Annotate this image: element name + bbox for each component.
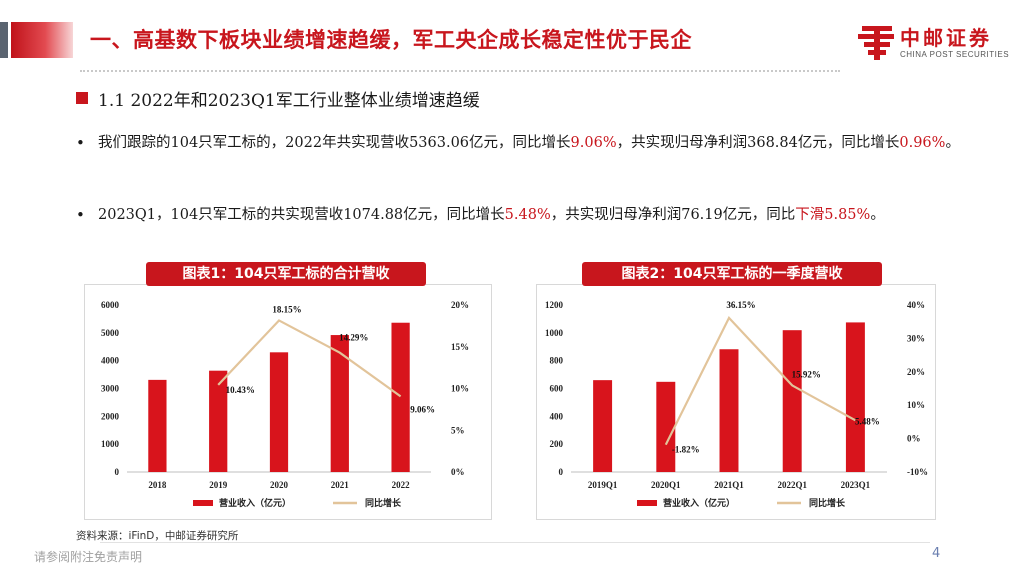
legend-label-growth: 同比增长 — [809, 497, 846, 508]
y2-tick-label: 10% — [451, 384, 469, 394]
data-label: 9.06% — [410, 404, 435, 414]
chart-2-title: 图表2：104只军工标的一季度营收 — [582, 262, 882, 286]
x-tick-label: 2018 — [148, 480, 167, 490]
y-tick-label: 6000 — [101, 300, 120, 310]
bullet-1-highlight-b: 0.96% — [899, 135, 946, 151]
chart-1-title: 图表1：104只军工标的合计营收 — [146, 262, 426, 286]
data-label: 14.29% — [339, 333, 368, 343]
y-tick-label: 2000 — [101, 411, 120, 421]
y2-tick-label: -10% — [907, 467, 928, 477]
growth-line — [217, 319, 402, 398]
header-divider — [80, 70, 840, 72]
y-tick-label: 600 — [550, 384, 564, 394]
bullet-paragraph-2: 2023Q1，104只军工标的共实现营收1074.88亿元，同比增长5.48%，… — [98, 200, 978, 230]
bullet-1-text-c: 。 — [945, 135, 960, 151]
legend-swatch-bar — [637, 500, 657, 506]
data-label: 10.43% — [226, 385, 255, 395]
chart-2: 0 200 400 600 800 1000 1200 -10% 0% 10% 20% 30% 40% 2… — [545, 300, 928, 508]
y-tick-label: 200 — [550, 439, 564, 449]
bar — [330, 335, 349, 472]
y-tick-label: 400 — [550, 411, 564, 421]
bar — [593, 380, 613, 472]
bullet-1-text-b: ，共实现归母净利润368.84亿元，同比增长 — [616, 135, 900, 151]
section-marker-icon — [76, 92, 88, 104]
x-tick-label: 2021 — [331, 480, 350, 490]
x-tick-label: 2022 — [392, 480, 411, 490]
section-title: 1.1 2022年和2023Q1军工行业整体业绩增速趋缓 — [98, 91, 480, 111]
data-label: -1.82% — [672, 445, 700, 455]
x-tick-label: 2023Q1 — [841, 480, 871, 490]
legend-swatch-bar — [193, 500, 213, 506]
source-note: 资料来源：iFinD，中邮证券研究所 — [76, 530, 239, 542]
chart-panel-1: 0 1000 2000 3000 4000 5000 6000 0% 5% 10% 15% 20% 20… — [84, 284, 492, 520]
y2-tick-label: 0% — [451, 467, 465, 477]
x-tick-label: 2019Q1 — [588, 480, 618, 490]
y-tick-label: 0 — [115, 467, 120, 477]
x-tick-label: 2020Q1 — [651, 480, 681, 490]
y-tick-label: 0 — [559, 467, 564, 477]
legend-label-revenue: 营业收入（亿元） — [663, 497, 735, 508]
page-number: 4 — [932, 546, 941, 561]
y-tick-label: 1000 — [545, 328, 564, 338]
legend-label-revenue: 营业收入（亿元） — [219, 497, 291, 508]
disclaimer-link[interactable]: 请参阅附注免责声明 — [34, 550, 143, 564]
bar — [845, 322, 865, 472]
bullet-paragraph-1: 我们跟踪的104只军工标的，2022年共实现营收5363.06亿元，同比增长9.… — [98, 128, 978, 158]
y2-tick-label: 20% — [907, 367, 925, 377]
header-accent-grey — [0, 22, 8, 58]
y2-tick-label: 10% — [907, 400, 925, 410]
bar — [209, 370, 228, 472]
y-tick-label: 4000 — [101, 356, 120, 366]
data-label: 36.15% — [726, 300, 755, 310]
chart-panel-2: 0 200 400 600 800 1000 1200 -10% 0% 10% 20% 30% 40% 2… — [536, 284, 936, 520]
y-tick-label: 1000 — [101, 439, 120, 449]
y-tick-label: 1200 — [545, 300, 564, 310]
growth-line — [664, 315, 856, 446]
y2-tick-label: 20% — [451, 300, 469, 310]
page-title: 一、高基数下板块业绩增速趋缓，军工央企成长稳定性优于民企 — [90, 28, 692, 52]
legend-label-growth: 同比增长 — [365, 497, 402, 508]
x-tick-label: 2021Q1 — [714, 480, 744, 490]
bullet-2-text-c: 。 — [870, 207, 885, 223]
bullet-1-highlight-a: 9.06% — [570, 135, 617, 151]
bar — [391, 322, 410, 472]
header-accent-red — [11, 22, 73, 58]
bullet-2-highlight-b: 下滑5.85% — [795, 207, 871, 223]
data-label: 18.15% — [272, 304, 301, 314]
x-tick-label: 2019 — [209, 480, 228, 490]
company-logo: 中邮证券 CHINA POST SECURITIES — [858, 22, 1010, 66]
y-tick-label: 3000 — [101, 384, 120, 394]
x-tick-label: 2022Q1 — [777, 480, 807, 490]
bullet-2-highlight-a: 5.48% — [504, 207, 551, 223]
y2-tick-label: 0% — [907, 434, 921, 444]
bullet-2-text-a: 2023Q1，104只军工标的共实现营收1074.88亿元，同比增长 — [98, 207, 505, 223]
y2-tick-label: 5% — [451, 425, 465, 435]
y-tick-label: 5000 — [101, 328, 120, 338]
logo-text-cn: 中邮证券 — [900, 26, 992, 50]
logo-mark-icon — [858, 26, 894, 60]
chart-1: 0 1000 2000 3000 4000 5000 6000 0% 5% 10% 15% 20% 20… — [101, 300, 469, 508]
bullet-dot-icon: • — [76, 206, 85, 224]
bullet-2-text-b: ，共实现归母净利润76.19亿元，同比 — [550, 207, 796, 223]
data-label: 5.48% — [855, 416, 880, 426]
y-tick-label: 800 — [550, 356, 564, 366]
bullet-1-text-a: 我们跟踪的104只军工标的，2022年共实现营收5363.06亿元，同比增长 — [98, 135, 571, 151]
y2-tick-label: 30% — [907, 333, 925, 343]
bar — [148, 379, 167, 472]
bar — [719, 349, 739, 472]
data-label: 15.92% — [792, 369, 821, 379]
y2-tick-label: 40% — [907, 300, 925, 310]
footer-divider — [100, 542, 930, 543]
bar — [782, 330, 802, 472]
bar — [269, 352, 289, 472]
bullet-dot-icon: • — [76, 134, 85, 152]
logo-text-en: CHINA POST SECURITIES — [900, 50, 1010, 59]
y2-tick-label: 15% — [451, 342, 469, 352]
bar — [656, 381, 676, 472]
x-tick-label: 2020 — [270, 480, 289, 490]
